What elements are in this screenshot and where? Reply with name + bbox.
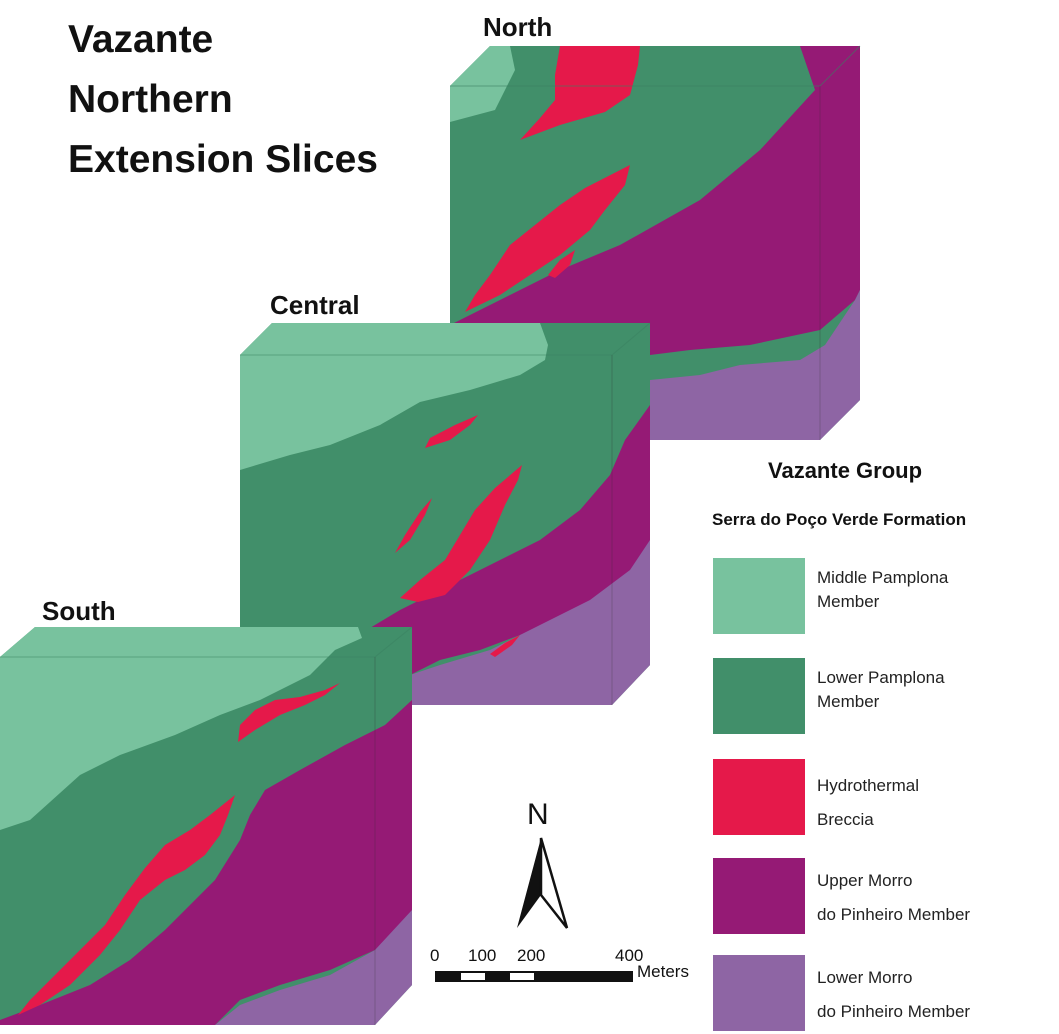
legend-item-middle-pamplona: Middle Pamplona Member (713, 558, 1053, 636)
north-arrow-label: N (527, 798, 549, 831)
legend-label: Middle Pamplona Member (817, 568, 949, 611)
south-block (0, 626, 413, 1025)
title-line-2: Northern (68, 78, 233, 121)
scale-tick-100: 100 (468, 946, 497, 965)
diagram-title: Vazante Northern Extension Slices (68, 10, 378, 190)
legend-formation-title: Serra do Poço Verde Formation (712, 510, 967, 529)
legend-label: Lower Pamplona Member (817, 668, 945, 711)
legend-label: Upper Morro do Pinheiro Member (817, 871, 971, 924)
legend-item-lower-pamplona: Lower Pamplona Member (713, 658, 1053, 736)
legend-swatch (713, 558, 805, 634)
central-block (240, 322, 651, 705)
scale-units: Meters (637, 962, 689, 981)
legend-item-upper-morro: Upper Morro do Pinheiro Member (713, 858, 1053, 936)
legend-swatch (713, 858, 805, 934)
legend-swatch (713, 955, 805, 1031)
scale-tick-400: 400 (615, 946, 644, 965)
legend-swatch (713, 658, 805, 734)
scale-tick-0: 0 (430, 946, 440, 965)
scale-bar (435, 971, 633, 982)
legend-label: Hydrothermal Breccia (817, 776, 920, 829)
legend-swatch (713, 759, 805, 835)
slice-label-south: South (42, 596, 116, 626)
slice-label-north: North (483, 12, 553, 42)
slice-label-central: Central (270, 290, 360, 320)
scale-tick-200: 200 (517, 946, 546, 965)
legend-item-hydrothermal-breccia: Hydrothermal Breccia (713, 759, 1053, 837)
north-arrow-icon (517, 837, 569, 929)
legend-group-title: Vazante Group (768, 458, 923, 483)
title-line-3: Extension Slices (68, 138, 378, 181)
title-line-1: Vazante (68, 18, 214, 61)
legend-label: Lower Morro do Pinheiro Member (817, 968, 971, 1021)
legend-item-lower-morro: Lower Morro do Pinheiro Member (713, 955, 1053, 1033)
